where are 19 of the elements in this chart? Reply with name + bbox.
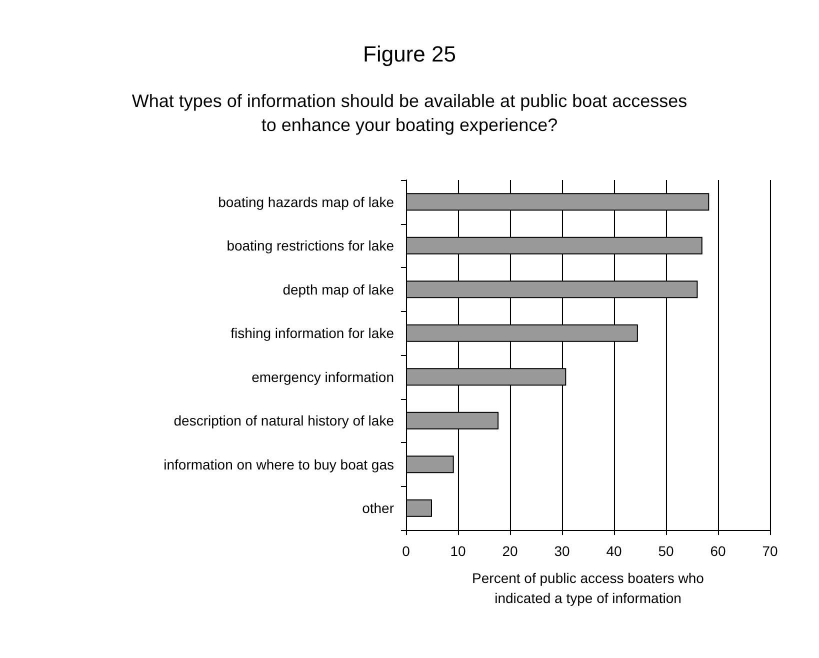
x-tick-label: 0 (402, 543, 410, 559)
y-tick-label: boating hazards map of lake (218, 194, 394, 210)
x-tick-label: 30 (554, 543, 570, 559)
y-tick-label: emergency information (252, 368, 394, 385)
y-tick-label: information on where to buy boat gas (164, 456, 394, 472)
x-tick-label: 10 (450, 543, 466, 559)
y-tick-label: description of natural history of lake (174, 412, 394, 429)
x-tick-label: 50 (658, 543, 674, 559)
x-tick-label: 20 (502, 543, 518, 559)
x-axis-title: Percent of public access boaters who indicated a type of information (472, 570, 704, 606)
y-tick-label: depth map of lake (282, 281, 394, 298)
chart-subtitle: What types of information should be available at public boat accesses to enhance your boating experience? (132, 91, 688, 135)
x-tick-label: 60 (710, 543, 726, 559)
x-tick-label: 40 (606, 543, 622, 559)
y-tick-label: fishing information for lake (230, 325, 394, 342)
chart-title: Figure 25 (363, 42, 456, 66)
y-tick-label: other (362, 500, 394, 516)
y-tick-label: boating restrictions for lake (226, 238, 394, 254)
x-tick-label: 70 (762, 543, 778, 559)
